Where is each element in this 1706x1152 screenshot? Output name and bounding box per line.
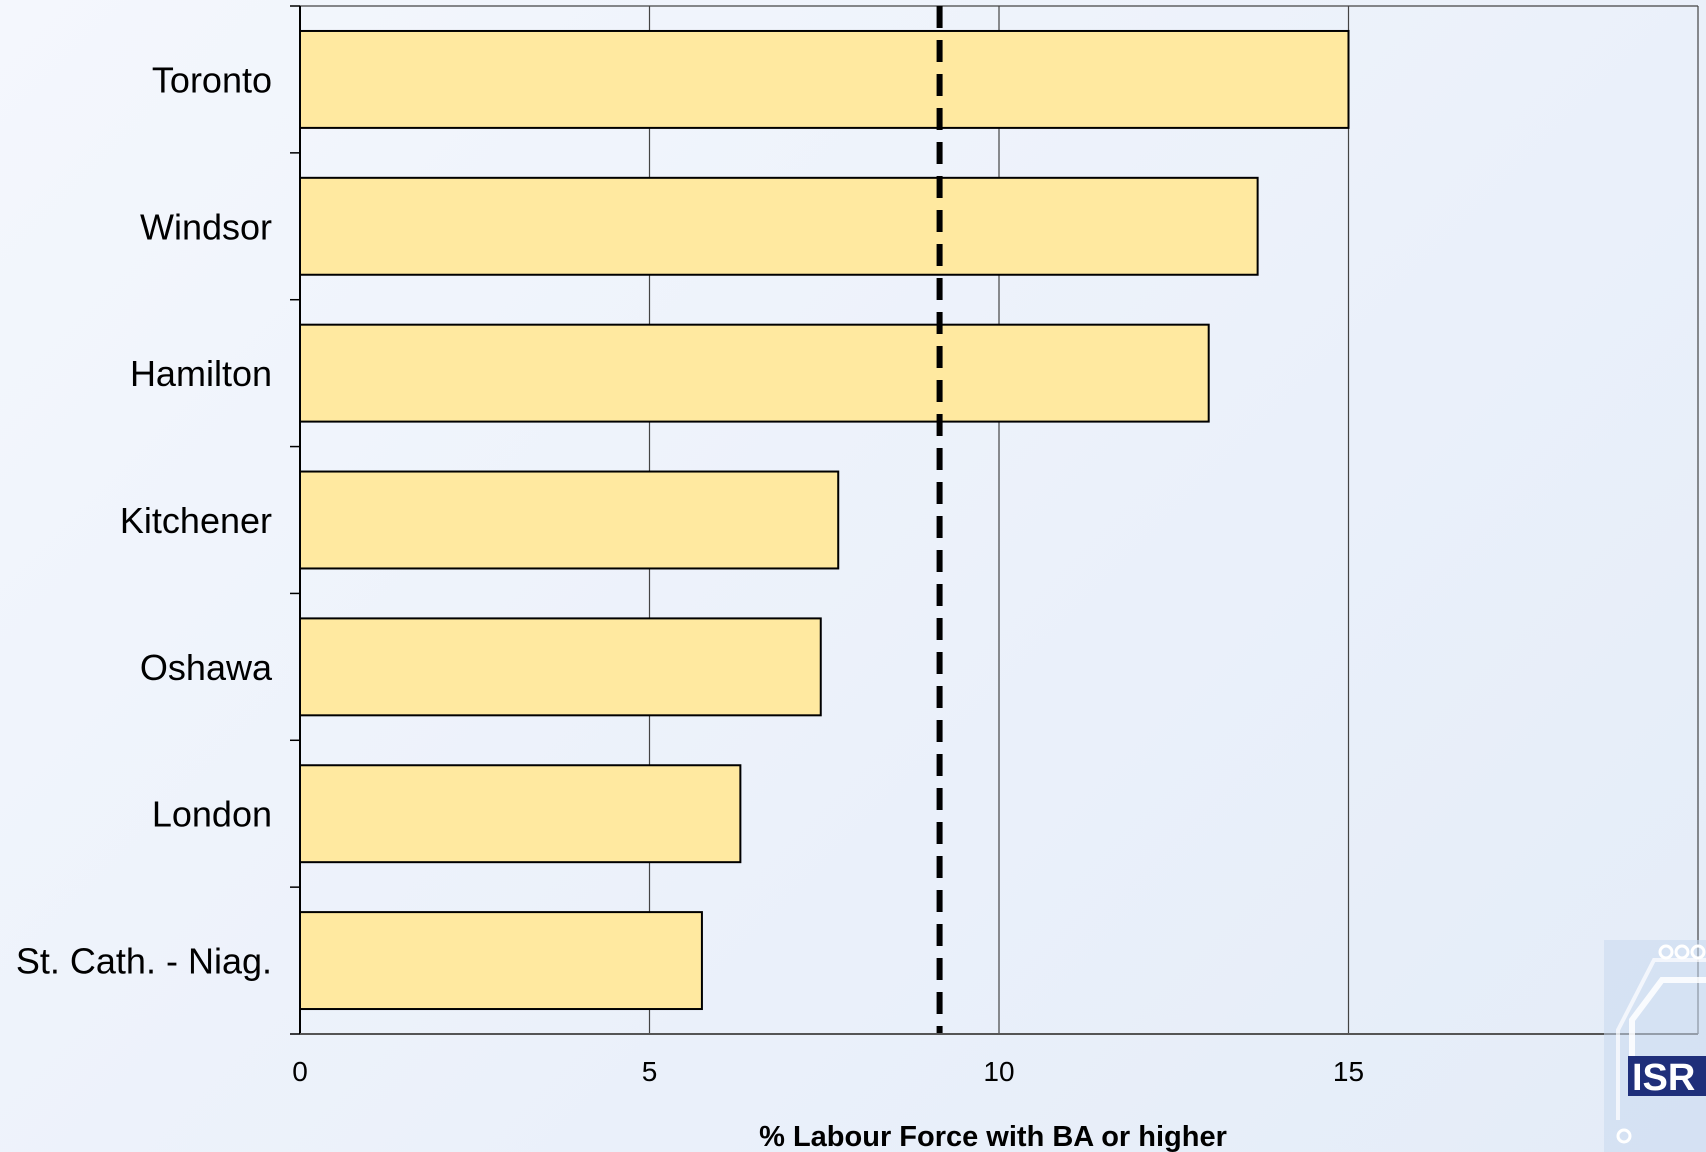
category-label: Toronto	[152, 59, 272, 100]
axes	[290, 5, 1698, 1035]
bar	[299, 764, 742, 864]
x-tick-label: 10	[983, 1056, 1014, 1087]
x-tick-label: 15	[1333, 1056, 1364, 1087]
x-tick-label: 0	[292, 1056, 308, 1087]
category-label: St. Cath. - Niag.	[16, 941, 272, 982]
bar	[299, 617, 822, 717]
category-label: Oshawa	[140, 647, 273, 688]
bar	[299, 29, 1350, 129]
x-axis-title: % Labour Force with BA or higher	[759, 1121, 1227, 1152]
bars	[299, 29, 1350, 1011]
category-label: Windsor	[140, 206, 272, 247]
logo-text: ISR	[1632, 1057, 1695, 1099]
category-labels: Toronto Windsor Hamilton Kitchener Oshawa Lon…	[16, 59, 273, 981]
bar	[299, 323, 1210, 423]
category-label: Kitchener	[120, 500, 272, 541]
bar	[299, 470, 840, 570]
bar	[299, 176, 1259, 276]
x-tick-labels: 05101520	[292, 1056, 1706, 1087]
category-label: Hamilton	[130, 353, 272, 394]
isr-logo: ISR	[1604, 940, 1706, 1152]
x-tick-label: 5	[642, 1056, 658, 1087]
category-label: London	[152, 794, 272, 835]
bar	[299, 911, 703, 1011]
